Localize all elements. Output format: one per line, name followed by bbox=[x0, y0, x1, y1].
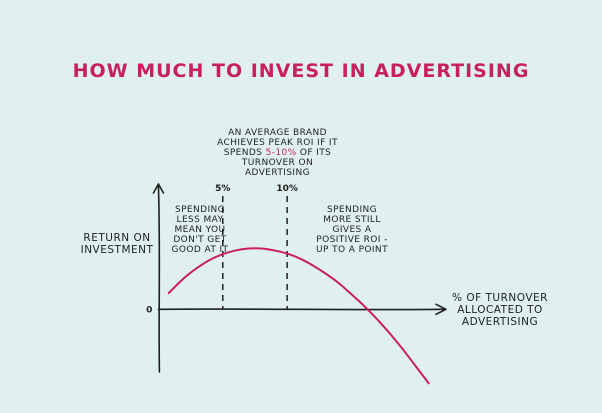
x-marker-label: 10% bbox=[276, 184, 298, 194]
y-axis-line bbox=[157, 185, 161, 373]
series-group bbox=[167, 247, 430, 385]
y-axis-arrow bbox=[152, 183, 165, 194]
y-axis-label: RETURN ON INVESTMENT bbox=[80, 232, 154, 256]
roi-curve bbox=[167, 247, 430, 385]
x-axis-line bbox=[157, 308, 445, 311]
x-markers: 5% 10% bbox=[215, 184, 298, 310]
peak-roi-annotation-post: OF ITS TURNOVER ON ADVERTISING bbox=[241, 148, 332, 178]
peak-roi-annotation-highlight: 5-10% bbox=[265, 148, 297, 158]
y-tick-label: 0 bbox=[146, 305, 152, 315]
spending-less-annotation: SPENDING LESS MAY MEAN YOU DON'T GET GOO… bbox=[171, 205, 229, 255]
x-axis-arrow bbox=[435, 303, 447, 316]
spending-more-annotation: SPENDING MORE STILL GIVES A POSITIVE ROI… bbox=[316, 205, 388, 255]
x-axis-label: % OF TURNOVER ALLOCATED TO ADVERTISING bbox=[452, 292, 548, 328]
peak-roi-annotation: AN AVERAGE BRAND ACHIEVES PEAK ROI IF IT… bbox=[215, 128, 340, 178]
x-marker-label: 5% bbox=[215, 184, 230, 194]
axes: 0 bbox=[146, 183, 447, 373]
chart-title: HOW MUCH TO INVEST IN ADVERTISING bbox=[72, 60, 530, 82]
peak-roi-annotation-pre: AN AVERAGE BRAND ACHIEVES PEAK ROI IF IT… bbox=[217, 128, 338, 158]
